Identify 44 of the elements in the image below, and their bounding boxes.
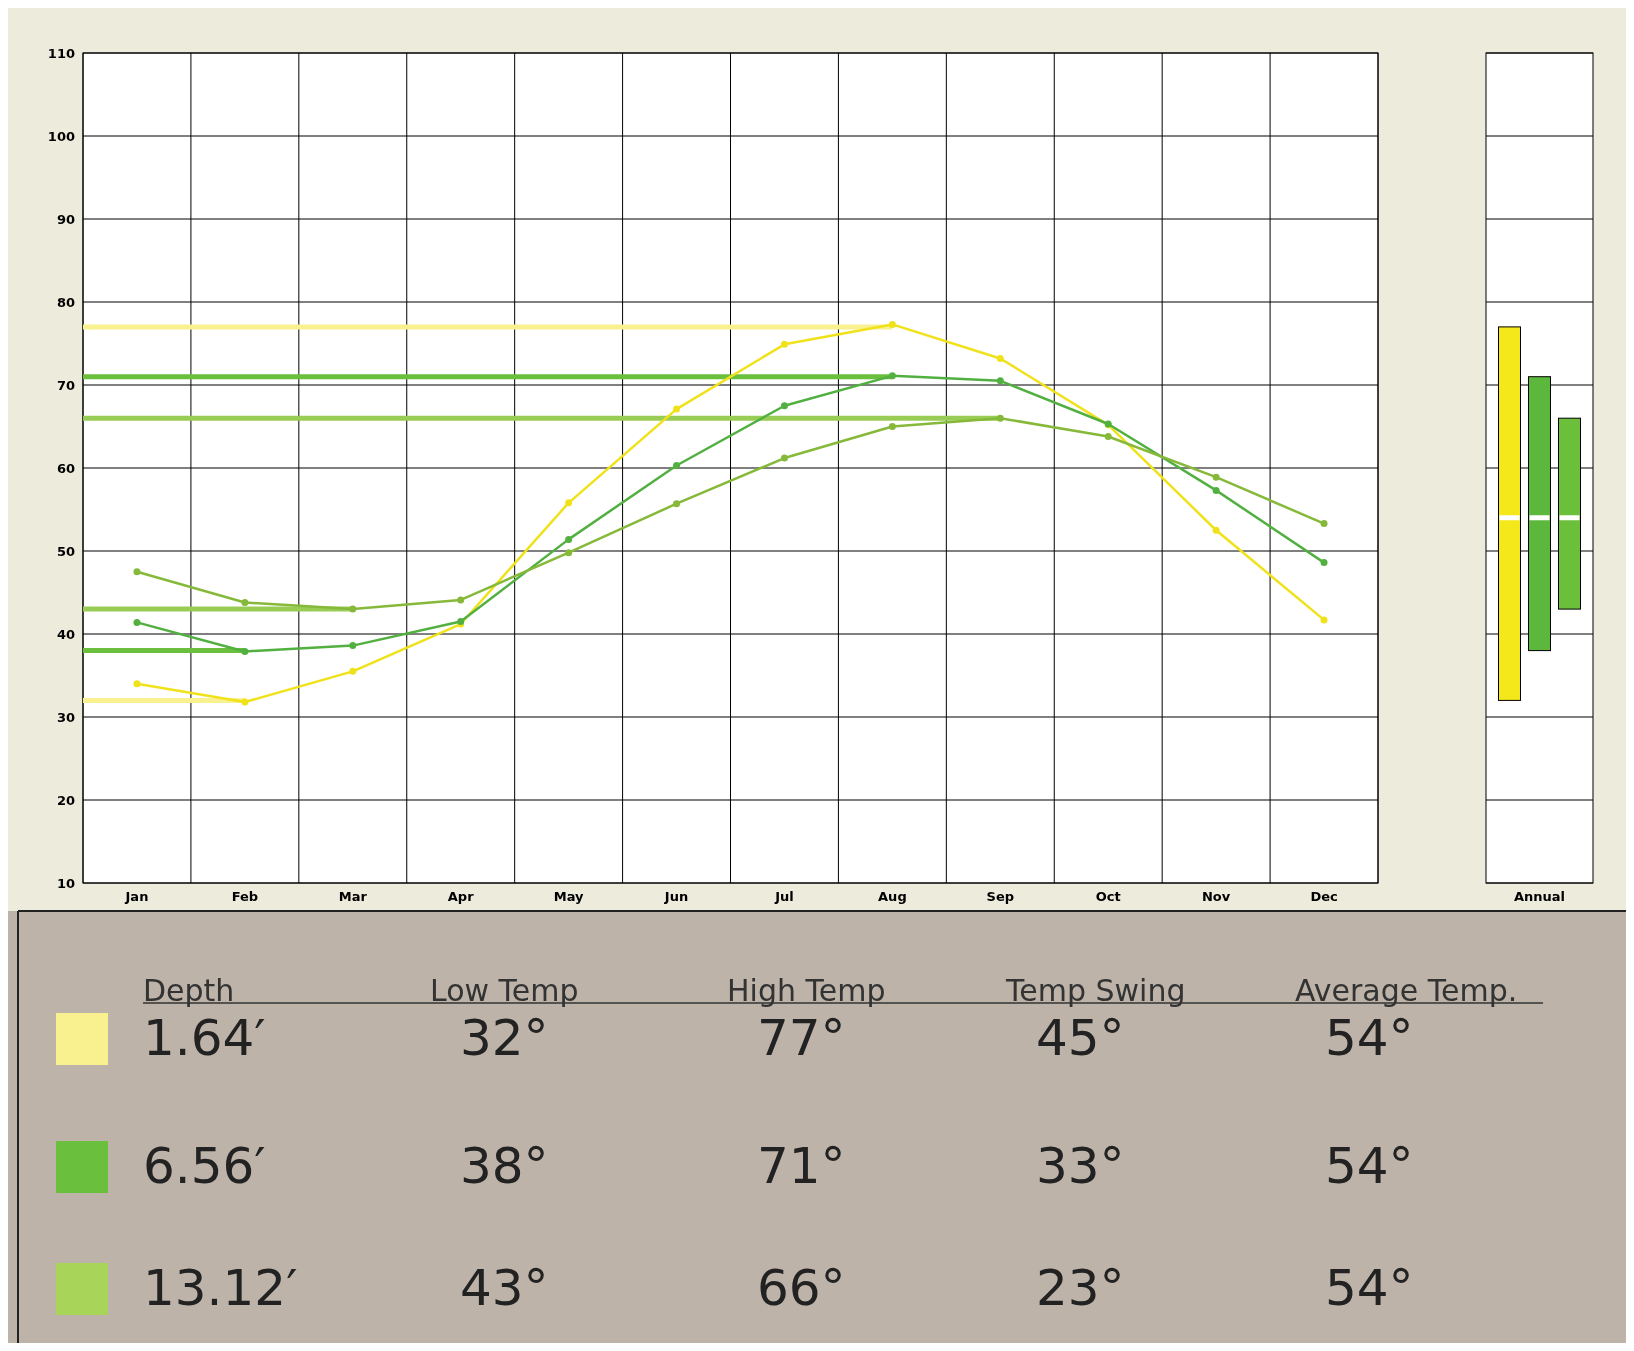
x-tick-label: Jan (124, 889, 149, 904)
x-tick-label: Mar (338, 889, 368, 904)
data-label: 77° (757, 1009, 846, 1067)
y-tick-label: 110 (47, 45, 75, 61)
category-label: Temp Swing (1005, 973, 1186, 1008)
data-label: 33° (1036, 1137, 1125, 1195)
data-label: 66° (757, 1259, 846, 1317)
y-tick-label: 60 (56, 460, 75, 476)
data-label: 43° (460, 1259, 549, 1317)
data-label: 54° (1325, 1137, 1414, 1195)
y-tick-label: 40 (56, 626, 75, 642)
y-tick-label: 100 (47, 128, 75, 144)
x-tick-label: Annual (1513, 889, 1566, 904)
x-tick-label: Nov (1201, 889, 1231, 904)
x-tick-label: Sep (986, 889, 1015, 904)
data-label: 23° (1036, 1259, 1125, 1317)
category-label: High Temp (727, 973, 886, 1008)
data-label: 71° (757, 1137, 846, 1195)
legend-label: 1.64′ (143, 1009, 266, 1067)
legend-label: 6.56′ (143, 1137, 266, 1195)
y-tick-label: 90 (56, 211, 75, 227)
x-tick-label: Feb (231, 889, 259, 904)
legend-title: Depth (143, 973, 235, 1008)
x-tick-label: May (553, 889, 585, 904)
data-label: 32° (460, 1009, 549, 1067)
data-label: 54° (1325, 1009, 1414, 1067)
category-label: Average Temp. (1295, 973, 1518, 1008)
legend-label: 13.12′ (143, 1259, 298, 1317)
y-tick-label: 10 (56, 875, 75, 891)
data-label: 54° (1325, 1259, 1414, 1317)
data-label: 45° (1036, 1009, 1125, 1067)
y-tick-label: 30 (56, 709, 75, 725)
y-tick-label: 50 (56, 543, 75, 559)
y-tick-label: 20 (56, 792, 75, 808)
data-label: 38° (460, 1137, 549, 1195)
x-tick-label: Apr (447, 889, 475, 904)
category-label: Low Temp (430, 973, 579, 1008)
x-tick-label: Dec (1310, 889, 1338, 904)
x-tick-label: Oct (1095, 889, 1121, 904)
x-tick-label: Aug (878, 889, 907, 904)
x-tick-label: Jul (774, 889, 794, 904)
y-tick-label: 70 (56, 377, 75, 393)
x-tick-label: Jun (663, 889, 689, 904)
y-tick-label: 80 (56, 294, 75, 310)
